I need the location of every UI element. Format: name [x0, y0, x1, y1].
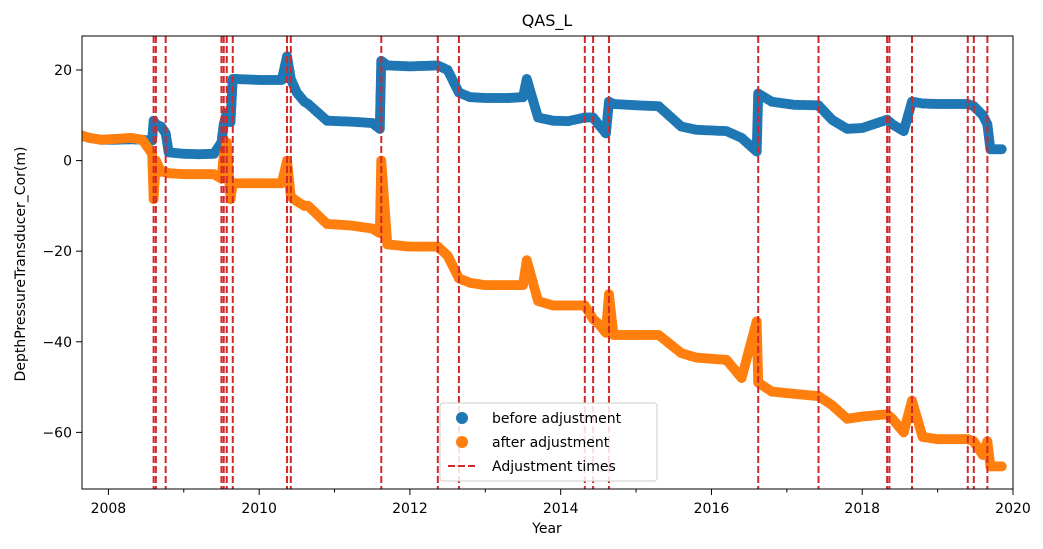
- chart-title: QAS_L: [522, 11, 573, 31]
- legend: before adjustment after adjustment Adjustm…: [439, 402, 658, 482]
- legend-after-adjustment-label: after adjustment: [492, 435, 610, 451]
- legend-before-adjustment-label: before adjustment: [492, 411, 622, 427]
- legend-after-adjustment-marker: [456, 436, 468, 448]
- y-tick-label: −60: [42, 425, 72, 441]
- y-tick-label: −20: [42, 244, 72, 260]
- x-tick-label: 2018: [844, 501, 880, 517]
- legend-box: [439, 402, 658, 482]
- x-axis-title: Year: [531, 521, 562, 537]
- plot-frame: [81, 35, 1014, 490]
- adjustment-lines: [152, 36, 989, 489]
- series-before-adjustment: [82, 51, 1007, 160]
- y-axis-title: DepthPressureTransducer_Cor(m): [13, 147, 29, 382]
- x-tick-label: 2012: [392, 501, 428, 517]
- y-tick-label: −40: [42, 335, 72, 351]
- data-point: [996, 461, 1007, 472]
- x-tick-label: 2008: [91, 501, 127, 517]
- x-tick-label: 2020: [995, 501, 1031, 517]
- x-tick-label: 2010: [241, 501, 277, 517]
- y-tick-label: 20: [54, 63, 72, 79]
- x-tick-label: 2014: [543, 501, 579, 517]
- data-point: [996, 144, 1007, 155]
- legend-before-adjustment-marker: [456, 412, 468, 424]
- x-tick-label: 2016: [694, 501, 730, 517]
- plot-area: [82, 36, 1007, 489]
- y-tick-label: 0: [63, 154, 72, 170]
- legend-adjustment-times-label: Adjustment times: [492, 459, 616, 475]
